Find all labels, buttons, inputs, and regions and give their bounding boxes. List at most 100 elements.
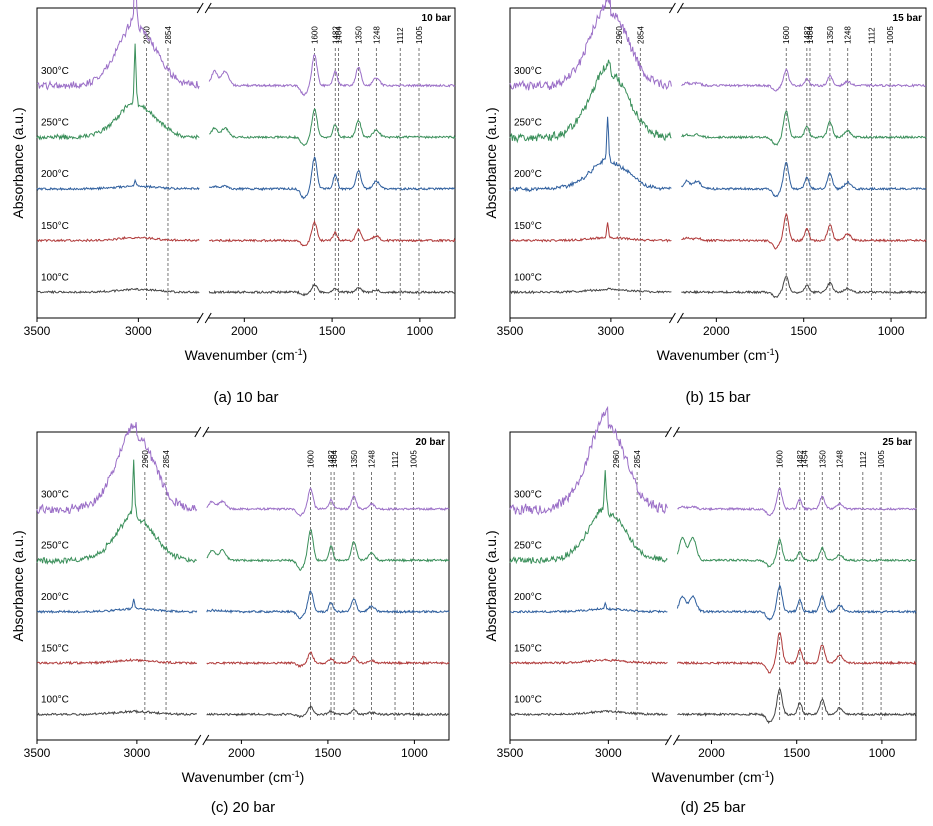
series-line: [509, 212, 927, 250]
series-label: 100°C: [41, 695, 69, 706]
series-line: [509, 583, 917, 621]
axis-break-mark: [664, 426, 672, 438]
series-label: 100°C: [41, 272, 69, 283]
x-tick-label: 1500: [790, 324, 817, 338]
x-tick-label: 2000: [698, 746, 725, 760]
axis-break-mark: [196, 2, 204, 14]
series-label: 300°C: [514, 489, 542, 500]
y-axis-label: Absorbance (a.u.): [10, 530, 26, 641]
plot-frame: [509, 431, 917, 741]
chart-panel-3: 3500 3000 2000 1500 1000 Wavenumber (cm-1) Abs…: [10, 422, 450, 816]
peak-label: 1248: [836, 450, 845, 468]
series-label: 250°C: [41, 117, 69, 128]
series-line: [36, 0, 456, 97]
chart-panel-4: 3500 3000 2000 1500 1000 Wavenumber (cm-1) Abs…: [483, 405, 917, 816]
x-axis-label-end: ): [303, 347, 308, 363]
chart-panel-1: 3500 3000 2000 1500 1000 Wavenumber (cm-1) Abs…: [10, 0, 456, 406]
peak-label: 1248: [367, 450, 376, 468]
series-line: [509, 405, 917, 517]
x-tick-label: 3500: [24, 746, 51, 760]
chart-panel-2: 3500 3000 2000 1500 1000 Wavenumber (cm-1) Abs…: [483, 0, 927, 406]
series-label: 300°C: [514, 66, 542, 77]
peak-label: 1248: [844, 26, 853, 44]
peak-label: 1600: [307, 450, 316, 468]
series-line: [36, 459, 450, 572]
axis-break-mark: [672, 426, 680, 438]
x-tick-label: 3500: [497, 746, 524, 760]
series-label: 150°C: [41, 221, 69, 232]
peak-label: 1350: [354, 26, 363, 44]
peak-label: 1600: [311, 26, 320, 44]
axis-break-top: [668, 429, 677, 435]
series-line: [36, 43, 456, 147]
axis-break-mark: [664, 734, 672, 746]
x-tick-label: 1500: [315, 746, 342, 760]
series-line: [36, 156, 456, 200]
series-line: [36, 422, 450, 517]
series-line: [509, 0, 927, 92]
x-axis-label: Wavenumber (cm-1): [185, 347, 308, 363]
axis-break-mark: [668, 2, 676, 14]
x-tick-label: 3500: [24, 324, 51, 338]
plot-frame: [36, 431, 450, 741]
x-tick-label: 1000: [407, 324, 434, 338]
peak-label: 1005: [877, 450, 886, 468]
series-line: [509, 632, 917, 674]
y-axis-label: Absorbance (a.u.): [10, 107, 26, 218]
series-label: 250°C: [514, 117, 542, 128]
peak-label: 1464: [334, 26, 343, 44]
peak-label: 1464: [330, 450, 339, 468]
x-tick-label: 3000: [124, 746, 151, 760]
axis-break-bottom: [668, 737, 677, 743]
peak-label: 1248: [372, 26, 381, 44]
x-tick-label: 2000: [703, 324, 730, 338]
axis-break-mark: [194, 426, 202, 438]
axis-break-mark: [676, 2, 684, 14]
peak-label: 1005: [886, 26, 895, 44]
axis-break-mark: [204, 312, 212, 324]
axis-break-bottom: [672, 315, 681, 321]
x-axis-label-sup: -1: [295, 347, 303, 357]
x-tick-label: 1000: [401, 746, 428, 760]
plot-frame: [509, 7, 927, 319]
series-label: 300°C: [41, 489, 69, 500]
peak-label: 1350: [826, 26, 835, 44]
x-tick-label: 2000: [231, 324, 258, 338]
axis-break-mark: [668, 312, 676, 324]
series-label: 100°C: [514, 272, 542, 283]
series-label: 150°C: [41, 643, 69, 654]
series-label: 300°C: [41, 66, 69, 77]
x-axis-label-text: Wavenumber (cm: [657, 347, 767, 363]
x-axis-label-end: ): [775, 347, 780, 363]
corner-label: 20 bar: [416, 437, 446, 448]
axis-break-mark: [676, 312, 684, 324]
peak-label: 1482: [796, 450, 805, 468]
x-tick-label: 1500: [783, 746, 810, 760]
axis-break-top: [197, 429, 206, 435]
x-axis-label: Wavenumber (cm-1): [182, 769, 305, 785]
peak-label: 2960: [141, 450, 150, 468]
x-tick-label: 3500: [497, 324, 524, 338]
x-tick-label: 1000: [869, 746, 896, 760]
panel-caption: (d) 25 bar: [680, 799, 745, 816]
series-label: 100°C: [514, 695, 542, 706]
series-line: [509, 116, 927, 198]
series-label: 150°C: [514, 221, 542, 232]
series-label: 250°C: [514, 541, 542, 552]
axis-break-mark: [202, 734, 210, 746]
peak-label: 1482: [331, 26, 340, 44]
series-line: [36, 283, 456, 297]
x-axis-label-sup: -1: [767, 347, 775, 357]
axis-break-top: [672, 5, 681, 11]
series-label: 200°C: [514, 169, 542, 180]
series-line: [36, 704, 450, 718]
y-axis-label: Absorbance (a.u.): [483, 107, 499, 218]
peak-label: 2854: [162, 450, 171, 468]
series-label: 200°C: [514, 592, 542, 603]
corner-label: 15 bar: [893, 13, 923, 24]
peak-label: 1112: [859, 451, 868, 468]
x-axis-label-text: Wavenumber (cm: [182, 769, 292, 785]
series-line: [36, 651, 450, 668]
x-tick-label: 3000: [125, 324, 152, 338]
